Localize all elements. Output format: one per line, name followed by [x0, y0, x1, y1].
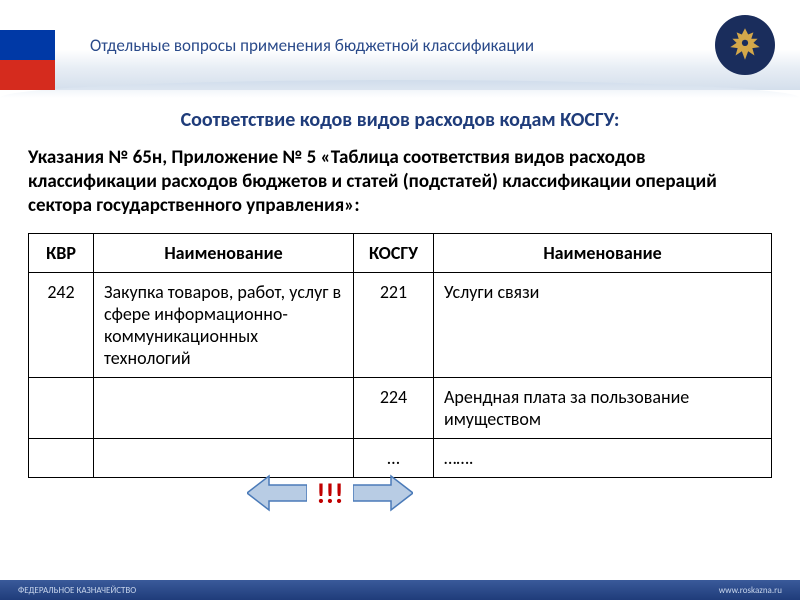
intro-text: Указания № 65н, Приложение № 5 «Таблица …	[28, 146, 772, 217]
section-title: Соответствие кодов видов расходов кодам …	[28, 108, 772, 132]
cell-name1	[94, 439, 354, 478]
cell-name1	[94, 378, 354, 439]
col-header-name1: Наименование	[94, 234, 354, 273]
correspondence-table: КВР Наименование КОСГУ Наименование 242 …	[28, 233, 772, 478]
flag-red-stripe	[0, 60, 55, 90]
cell-kosgu: …	[354, 439, 434, 478]
flag-blue-stripe	[0, 30, 55, 60]
cell-name1: Закупка товаров, работ, услуг в сфере ин…	[94, 273, 354, 378]
header: Отдельные вопросы применения бюджетной к…	[0, 0, 800, 90]
col-header-name2: Наименование	[434, 234, 772, 273]
table-row: … …….	[29, 439, 772, 478]
cell-name2: …….	[434, 439, 772, 478]
cell-kvr: 242	[29, 273, 94, 378]
header-wave-decoration	[0, 80, 800, 98]
flag-decoration	[0, 0, 55, 90]
cell-kvr	[29, 439, 94, 478]
table-row: 242 Закупка товаров, работ, услуг в сфер…	[29, 273, 772, 378]
col-header-kosgu: КОСГУ	[354, 234, 434, 273]
arrows-row: !!!	[0, 474, 702, 512]
flag-white-stripe	[0, 0, 55, 30]
col-header-kvr: КВР	[29, 234, 94, 273]
cell-kvr	[29, 378, 94, 439]
cell-kosgu: 221	[354, 273, 434, 378]
exclaim-text: !!!	[316, 476, 343, 511]
footer-right: www.roskazna.ru	[719, 585, 782, 596]
cell-kosgu: 224	[354, 378, 434, 439]
emblem-icon	[715, 15, 775, 75]
table-row: 224 Арендная плата за пользование имущес…	[29, 378, 772, 439]
content-area: Соответствие кодов видов расходов кодам …	[0, 90, 800, 516]
footer-left: ФЕДЕРАЛЬНОЕ КАЗНАЧЕЙСТВО	[18, 585, 136, 596]
header-title: Отдельные вопросы применения бюджетной к…	[90, 35, 534, 56]
cell-name2: Услуги связи	[434, 273, 772, 378]
table-header-row: КВР Наименование КОСГУ Наименование	[29, 234, 772, 273]
arrow-left-icon	[247, 474, 307, 512]
footer: ФЕДЕРАЛЬНОЕ КАЗНАЧЕЙСТВО www.roskazna.ru	[0, 580, 800, 600]
cell-name2: Арендная плата за пользование имуществом	[434, 378, 772, 439]
arrow-right-icon	[353, 474, 413, 512]
